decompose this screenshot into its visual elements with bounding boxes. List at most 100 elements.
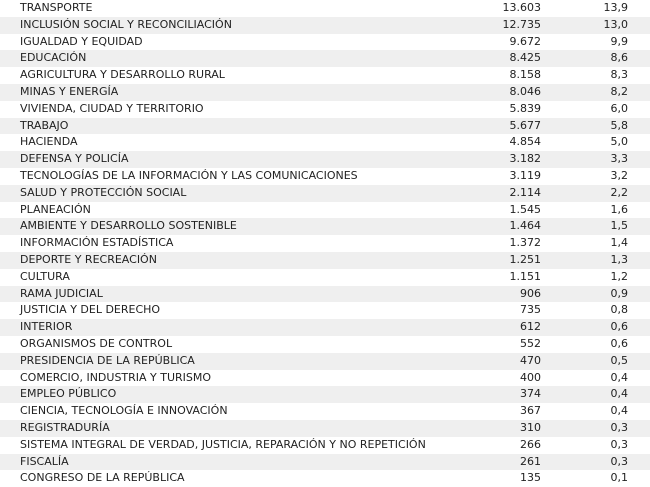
sector-value: 367: [520, 404, 541, 418]
sector-name: DEFENSA Y POLICÍA: [20, 152, 129, 166]
sector-value: 552: [520, 336, 541, 350]
sector-name: IGUALDAD Y EQUIDAD: [20, 34, 143, 48]
sector-value: 5.677: [509, 118, 542, 132]
table-row: DEPORTE Y RECREACIÓN 1.251 1,3: [0, 251, 650, 269]
sector-value: 261: [520, 454, 541, 468]
sector-value: 3.182: [509, 152, 542, 166]
table-row: PRESIDENCIA DE LA REPÚBLICA 470 0,5: [0, 352, 650, 370]
sector-percent: 13,0: [603, 17, 629, 31]
sector-value: 1.251: [509, 252, 542, 266]
sector-value: 1.464: [509, 219, 542, 233]
sector-value: 9.672: [509, 34, 542, 48]
table-row: HACIENDA 4.854 5,0: [0, 134, 650, 151]
sector-value: 5.839: [509, 101, 542, 115]
table-row: AMBIENTE Y DESARROLLO SOSTENIBLE 1.464 1,5: [0, 218, 650, 236]
table-row: PLANEACIÓN 1.545 1,6: [0, 202, 650, 219]
sector-name: AMBIENTE Y DESARROLLO SOSTENIBLE: [20, 219, 237, 233]
sector-name: RAMA JUDICIAL: [20, 286, 103, 300]
sector-percent: 3,3: [610, 152, 629, 166]
table-row: AGRICULTURA Y DESARROLLO RURAL 8.158 8,3: [0, 67, 650, 84]
sector-value: 1.372: [509, 236, 542, 250]
sector-name: HACIENDA: [20, 135, 78, 149]
sector-name: REGISTRADURÍA: [20, 420, 110, 434]
table-row: INTERIOR 612 0,6: [0, 319, 650, 336]
table-row: SALUD Y PROTECCIÓN SOCIAL 2.114 2,2: [0, 184, 650, 202]
table-row: SISTEMA INTEGRAL DE VERDAD, JUSTICIA, RE…: [0, 437, 650, 454]
sector-value: 400: [520, 370, 541, 384]
sector-name: INTERIOR: [20, 320, 73, 334]
sector-value: 12.735: [502, 17, 542, 31]
sector-percent: 0,5: [610, 353, 629, 367]
sector-name: DEPORTE Y RECREACIÓN: [20, 252, 157, 266]
sector-percent: 0,6: [610, 320, 629, 334]
sector-value: 735: [520, 303, 541, 317]
table-row: INFORMACIÓN ESTADÍSTICA 1.372 1,4: [0, 235, 650, 252]
sector-value: 8.425: [509, 51, 542, 65]
sector-name: VIVIENDA, CIUDAD Y TERRITORIO: [20, 101, 204, 115]
sector-percent: 1,6: [610, 202, 629, 216]
table-row: RAMA JUDICIAL 906 0,9: [0, 285, 650, 303]
sector-percent: 1,4: [610, 236, 629, 250]
table-row: MINAS Y ENERGÍA 8.046 8,2: [0, 83, 650, 101]
table-row: TRANSPORTE 13.603 13,9: [0, 0, 650, 17]
sector-value: 374: [520, 387, 541, 401]
sector-value: 135: [520, 471, 541, 485]
sector-percent: 2,2: [610, 185, 629, 199]
table-row: CONGRESO DE LA REPÚBLICA 135 0,1: [0, 470, 650, 487]
sector-name: SALUD Y PROTECCIÓN SOCIAL: [20, 185, 187, 199]
sector-percent: 13,9: [603, 1, 629, 14]
sector-value: 266: [520, 437, 541, 451]
sector-name: TRANSPORTE: [20, 1, 93, 14]
sector-name: PLANEACIÓN: [20, 202, 91, 216]
table-row: VIVIENDA, CIUDAD Y TERRITORIO 5.839 6,0: [0, 101, 650, 118]
sector-name: TECNOLOGÍAS DE LA INFORMACIÓN Y LAS COMU…: [20, 168, 358, 182]
sector-value: 1.151: [509, 269, 542, 283]
table-row: IGUALDAD Y EQUIDAD 9.672 9,9: [0, 34, 650, 51]
table-row: TECNOLOGÍAS DE LA INFORMACIÓN Y LAS COMU…: [0, 168, 650, 185]
sector-name: PRESIDENCIA DE LA REPÚBLICA: [20, 353, 195, 367]
sector-name: ORGANISMOS DE CONTROL: [20, 336, 173, 350]
table-row: COMERCIO, INDUSTRIA Y TURISMO 400 0,4: [0, 370, 650, 387]
table-row: CULTURA 1.151 1,2: [0, 269, 650, 286]
sector-percent: 1,5: [610, 219, 629, 233]
sector-name: INCLUSIÓN SOCIAL Y RECONCILIACIÓN: [20, 17, 232, 31]
sector-percent: 1,3: [610, 252, 629, 266]
table-row: TRABAJO 5.677 5,8: [0, 117, 650, 135]
sector-value: 8.046: [509, 84, 542, 98]
sector-name: CONGRESO DE LA REPÚBLICA: [20, 471, 185, 485]
sector-percent: 0,3: [610, 454, 629, 468]
sector-percent: 1,2: [610, 269, 629, 283]
sector-percent: 6,0: [610, 101, 629, 115]
sector-percent: 9,9: [610, 34, 629, 48]
sector-percent: 8,6: [610, 51, 629, 65]
sector-name: MINAS Y ENERGÍA: [20, 84, 119, 98]
sector-name: EDUCACIÓN: [20, 51, 87, 65]
sector-value: 470: [520, 353, 541, 367]
sector-value: 310: [520, 420, 541, 434]
table-row: JUSTICIA Y DEL DERECHO 735 0,8: [0, 302, 650, 319]
table-row: FISCALÍA 261 0,3: [0, 453, 650, 471]
table-row: INCLUSIÓN SOCIAL Y RECONCILIACIÓN 12.735 1…: [0, 16, 650, 34]
table-row: CIENCIA, TECNOLOGÍA E INNOVACIÓN 367 0,4: [0, 403, 650, 420]
sector-value: 906: [520, 286, 541, 300]
sector-percent: 8,2: [610, 84, 629, 98]
sector-name: CULTURA: [20, 269, 70, 283]
sector-value: 1.545: [509, 202, 542, 216]
sector-percent: 0,1: [610, 471, 629, 485]
table-row: REGISTRADURÍA 310 0,3: [0, 419, 650, 437]
sector-value: 4.854: [509, 135, 542, 149]
sector-percent: 0,4: [610, 404, 629, 418]
sector-name: INFORMACIÓN ESTADÍSTICA: [20, 236, 174, 250]
sector-name: TRABAJO: [20, 118, 69, 132]
sector-value: 2.114: [509, 185, 542, 199]
sector-percent: 5,8: [610, 118, 629, 132]
sector-percent: 0,3: [610, 437, 629, 451]
sector-percent: 0,6: [610, 336, 629, 350]
table-row: EDUCACIÓN 8.425 8,6: [0, 50, 650, 68]
sector-name: SISTEMA INTEGRAL DE VERDAD, JUSTICIA, RE…: [20, 437, 426, 451]
sector-percent: 0,3: [610, 420, 629, 434]
table-row: DEFENSA Y POLICÍA 3.182 3,3: [0, 151, 650, 168]
sector-name: AGRICULTURA Y DESARROLLO RURAL: [20, 68, 225, 82]
